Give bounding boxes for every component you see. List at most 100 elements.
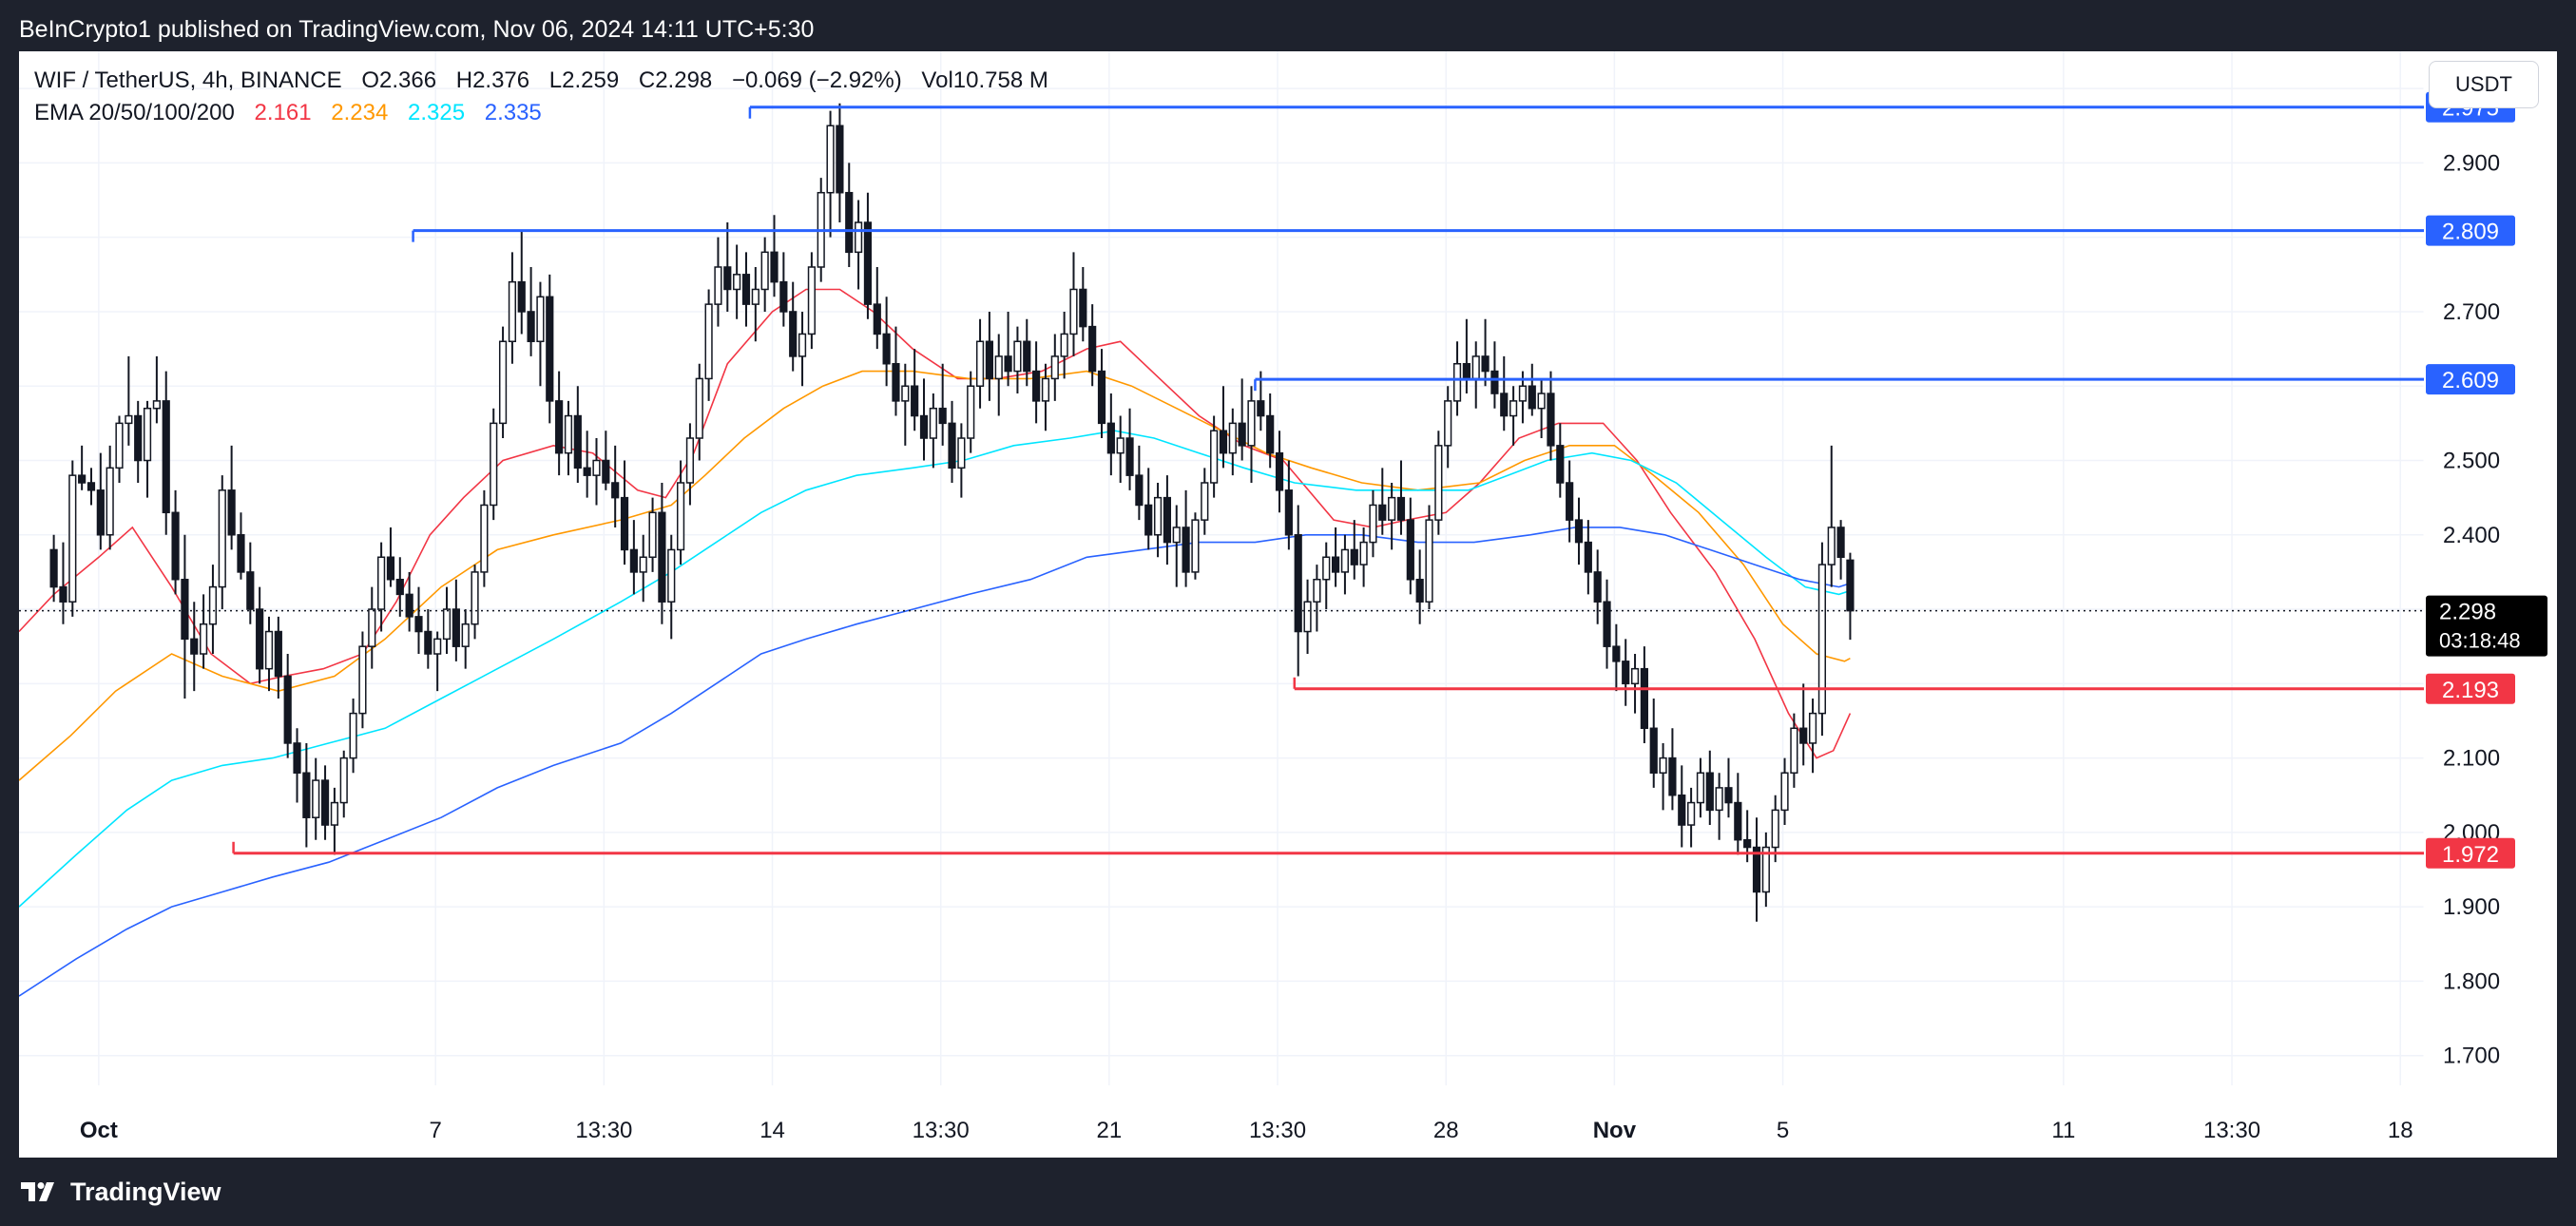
candle-body <box>1481 355 1490 373</box>
candle <box>779 252 788 327</box>
candle <box>1649 698 1658 788</box>
candle-body <box>368 608 376 647</box>
candle-body <box>994 355 1003 380</box>
candle <box>555 371 564 476</box>
candle <box>1013 326 1022 394</box>
level-badge <box>2426 215 2515 246</box>
candle <box>1135 445 1144 521</box>
candle <box>246 542 255 624</box>
candle-body <box>948 422 956 469</box>
price-tick-label: 1.700 <box>2443 1044 2500 1069</box>
candle <box>302 742 311 848</box>
candle-body <box>395 578 404 596</box>
candle-body <box>1369 504 1377 544</box>
candle <box>1425 505 1433 610</box>
ema-line-ema200 <box>19 527 1851 997</box>
candle-body <box>1032 370 1041 402</box>
candle <box>527 266 535 356</box>
candle-body <box>1603 601 1611 647</box>
candle <box>789 281 798 372</box>
candle-body <box>1668 757 1677 796</box>
candle-body <box>320 779 330 826</box>
candle-body <box>1257 400 1265 417</box>
candle <box>882 297 891 387</box>
published-line: BeInCrypto1 published on TradingView.com… <box>19 16 815 43</box>
candle <box>1023 318 1031 387</box>
candle <box>1079 266 1087 342</box>
candle-body <box>1023 340 1031 373</box>
candle <box>171 489 180 595</box>
candle-body <box>1088 325 1097 373</box>
candle <box>320 765 330 840</box>
candle-body <box>1340 548 1350 573</box>
candle <box>480 489 489 587</box>
candle-body <box>125 414 133 425</box>
tradingview-logo-icon <box>21 1182 54 1201</box>
candle-body <box>1752 846 1761 893</box>
time-tick-label: Oct <box>80 1118 118 1143</box>
candle-body <box>152 400 161 410</box>
candle <box>1434 431 1443 535</box>
tradingview-logo[interactable]: TradingView <box>21 1178 221 1207</box>
candle-body <box>938 407 947 425</box>
candle-body <box>442 608 452 641</box>
candle-body <box>723 266 732 291</box>
candle-body <box>1836 527 1845 559</box>
candle <box>386 527 395 587</box>
candle-body <box>1761 846 1770 893</box>
candle <box>536 281 545 387</box>
candle-body <box>1808 712 1817 744</box>
high-value: H2.376 <box>455 67 530 93</box>
candle <box>96 452 105 550</box>
candle <box>1219 386 1228 469</box>
candle-body <box>1780 772 1789 812</box>
candle <box>602 431 610 490</box>
candle-body <box>779 280 788 313</box>
price-tick-label: 2.700 <box>2443 299 2500 325</box>
candle-body <box>1247 400 1256 447</box>
candle <box>1275 431 1284 513</box>
candle-body <box>1574 519 1584 544</box>
candle-body <box>807 266 816 335</box>
candle-body <box>1069 288 1078 335</box>
candle-body <box>733 274 741 291</box>
candle <box>1790 713 1798 788</box>
level-label: 2.809 <box>2442 220 2499 245</box>
candle-body <box>1210 430 1219 484</box>
candle-body <box>1434 445 1443 521</box>
candle <box>733 244 741 319</box>
candle-body <box>78 474 87 484</box>
candle <box>339 750 348 818</box>
candle <box>863 192 873 319</box>
candle <box>1144 468 1153 550</box>
candle <box>1668 728 1677 811</box>
candle-body <box>1050 355 1059 380</box>
candle-body <box>162 400 170 514</box>
symbol-label[interactable]: WIF / TetherUS, 4h, BINANCE <box>34 67 342 93</box>
candle-body <box>293 742 301 775</box>
candle <box>1388 482 1396 550</box>
candle <box>264 616 274 692</box>
candle <box>1556 423 1565 498</box>
currency-button[interactable]: USDT <box>2429 61 2539 108</box>
candle <box>442 586 452 655</box>
candle <box>358 631 367 729</box>
candle-body <box>339 757 348 804</box>
price-chart[interactable]: 1.7001.8001.9002.0002.1002.4002.5002.700… <box>19 51 2557 1158</box>
candle <box>200 594 208 669</box>
grid-lines <box>19 51 2424 1085</box>
chart-panel[interactable]: 1.700 1.800 1.900 2.000 2.100 2.400 2.500 2.700… <box>19 51 2557 1158</box>
candle-body <box>96 489 105 536</box>
candle <box>1566 460 1574 543</box>
candle <box>1116 415 1125 483</box>
ema-label[interactable]: EMA 20/50/100/200 <box>34 100 235 125</box>
ema-line-ema20 <box>19 288 1852 759</box>
candle-body <box>1678 794 1686 826</box>
candle <box>873 266 881 350</box>
publisher-bar: BeInCrypto1 published on TradingView.com… <box>0 0 2576 51</box>
low-value: L2.259 <box>548 67 620 93</box>
candle-body <box>1734 801 1742 841</box>
candle-body <box>1125 437 1134 476</box>
candle <box>1238 378 1246 461</box>
candle-body <box>1490 370 1499 394</box>
